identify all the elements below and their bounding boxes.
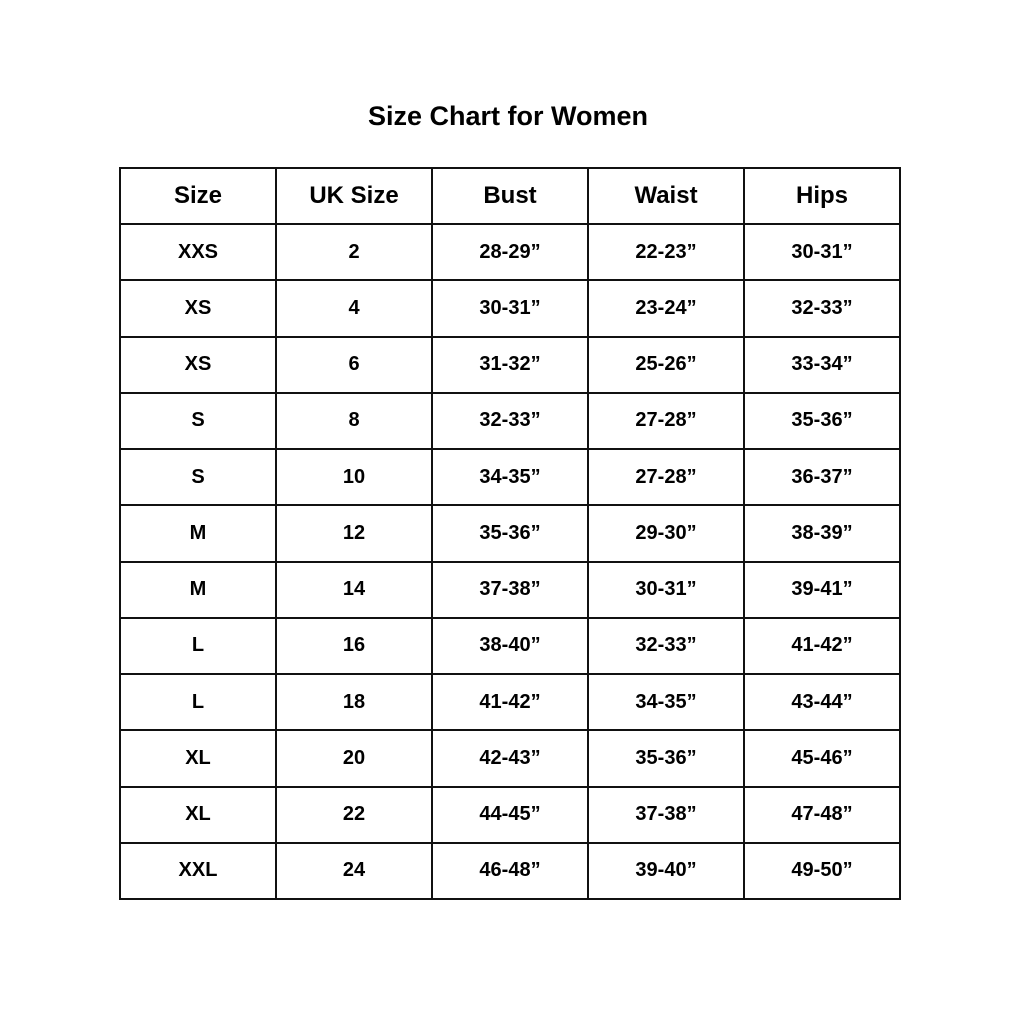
cell-uk-size: 2 — [275, 222, 433, 282]
cell-waist: 27-28” — [587, 447, 745, 507]
cell-hips: 45-46” — [743, 729, 901, 788]
cell-hips: 36-37” — [743, 447, 901, 507]
cell-hips: 47-48” — [743, 785, 901, 844]
table-row: XXS 2 28-29” 22-23” 30-31” — [119, 222, 901, 282]
cell-uk-size: 22 — [275, 785, 433, 844]
cell-waist: 34-35” — [587, 672, 745, 732]
cell-waist: 32-33” — [587, 616, 745, 676]
cell-size: L — [119, 616, 277, 676]
cell-bust: 28-29” — [431, 222, 589, 282]
cell-size: XL — [119, 785, 277, 844]
cell-uk-size: 4 — [275, 279, 433, 338]
cell-hips: 30-31” — [743, 222, 901, 282]
table-row: M 12 35-36” 29-30” 38-39” — [119, 504, 901, 563]
table-row: S 10 34-35” 27-28” 36-37” — [119, 447, 901, 507]
cell-hips: 49-50” — [743, 841, 901, 901]
cell-bust: 34-35” — [431, 447, 589, 507]
cell-size: M — [119, 504, 277, 563]
cell-hips: 41-42” — [743, 616, 901, 676]
cell-uk-size: 6 — [275, 335, 433, 394]
cell-waist: 27-28” — [587, 391, 745, 451]
cell-uk-size: 10 — [275, 447, 433, 507]
header-row: Size UK Size Bust Waist Hips — [119, 167, 901, 225]
cell-waist: 25-26” — [587, 335, 745, 394]
header-hips: Hips — [743, 167, 901, 225]
cell-hips: 43-44” — [743, 672, 901, 732]
size-chart-table: Size UK Size Bust Waist Hips XXS 2 28-29” 2… — [119, 167, 901, 901]
header-waist: Waist — [587, 167, 745, 225]
page-title: Size Chart for Women — [367, 101, 649, 131]
cell-uk-size: 18 — [275, 672, 433, 732]
cell-waist: 30-31” — [587, 560, 745, 619]
cell-bust: 44-45” — [431, 785, 589, 844]
header-bust: Bust — [431, 167, 589, 225]
table-row: XS 6 31-32” 25-26” 33-34” — [119, 335, 901, 394]
cell-waist: 39-40” — [587, 841, 745, 901]
cell-waist: 37-38” — [587, 785, 745, 844]
cell-size: XS — [119, 335, 277, 394]
table-row: XL 22 44-45” 37-38” 47-48” — [119, 785, 901, 844]
cell-waist: 23-24” — [587, 279, 745, 338]
table-row: S 8 32-33” 27-28” 35-36” — [119, 391, 901, 451]
table-row: M 14 37-38” 30-31” 39-41” — [119, 560, 901, 619]
cell-hips: 35-36” — [743, 391, 901, 451]
cell-bust: 32-33” — [431, 391, 589, 451]
cell-uk-size: 14 — [275, 560, 433, 619]
cell-bust: 38-40” — [431, 616, 589, 676]
cell-hips: 32-33” — [743, 279, 901, 338]
cell-waist: 29-30” — [587, 504, 745, 563]
cell-bust: 31-32” — [431, 335, 589, 394]
header-size: Size — [119, 167, 277, 225]
cell-size: XS — [119, 279, 277, 338]
cell-uk-size: 20 — [275, 729, 433, 788]
cell-uk-size: 16 — [275, 616, 433, 676]
cell-waist: 22-23” — [587, 222, 745, 282]
cell-bust: 35-36” — [431, 504, 589, 563]
cell-uk-size: 12 — [275, 504, 433, 563]
cell-size: M — [119, 560, 277, 619]
cell-size: S — [119, 447, 277, 507]
cell-waist: 35-36” — [587, 729, 745, 788]
table-body: XXS 2 28-29” 22-23” 30-31” XS 4 30-31” 23-24” 32-… — [119, 222, 901, 901]
cell-bust: 46-48” — [431, 841, 589, 901]
table-row: L 16 38-40” 32-33” 41-42” — [119, 616, 901, 676]
cell-size: S — [119, 391, 277, 451]
cell-size: XXL — [119, 841, 277, 901]
cell-bust: 30-31” — [431, 279, 589, 338]
cell-size: XXS — [119, 222, 277, 282]
cell-uk-size: 24 — [275, 841, 433, 901]
cell-hips: 39-41” — [743, 560, 901, 619]
cell-hips: 33-34” — [743, 335, 901, 394]
table-row: XL 20 42-43” 35-36” 45-46” — [119, 729, 901, 788]
header-uk-size: UK Size — [275, 167, 433, 225]
table-row: L 18 41-42” 34-35” 43-44” — [119, 672, 901, 732]
cell-bust: 41-42” — [431, 672, 589, 732]
cell-hips: 38-39” — [743, 504, 901, 563]
table-row: XS 4 30-31” 23-24” 32-33” — [119, 279, 901, 338]
table-row: XXL 24 46-48” 39-40” 49-50” — [119, 841, 901, 901]
cell-bust: 42-43” — [431, 729, 589, 788]
cell-uk-size: 8 — [275, 391, 433, 451]
cell-size: L — [119, 672, 277, 732]
cell-bust: 37-38” — [431, 560, 589, 619]
cell-size: XL — [119, 729, 277, 788]
